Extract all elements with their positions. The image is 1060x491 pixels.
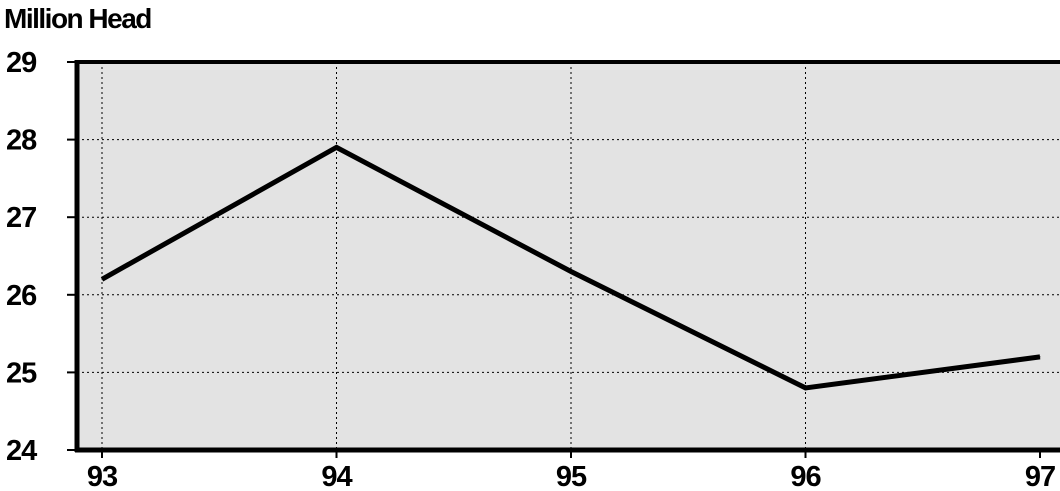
y-tick-label: 24: [6, 435, 37, 467]
data-point: [336, 147, 337, 148]
data-point: [1040, 356, 1041, 357]
y-tick-label: 28: [6, 125, 37, 157]
y-axis-label: Million Head: [4, 3, 151, 34]
x-tick-label: 95: [556, 461, 587, 491]
x-tick-label: 94: [321, 461, 352, 491]
y-tick-label: 26: [6, 280, 37, 312]
data-point: [571, 271, 572, 272]
x-tick-label: 97: [1025, 461, 1055, 491]
y-tick-label: 25: [6, 357, 37, 389]
data-point: [805, 387, 806, 388]
data-point: [102, 279, 103, 280]
plot-area: [77, 62, 1060, 450]
y-tick-label: 27: [6, 202, 36, 234]
x-tick-label: 93: [87, 461, 118, 491]
x-tick-label: 96: [790, 461, 821, 491]
y-tick-label: 29: [6, 47, 37, 79]
